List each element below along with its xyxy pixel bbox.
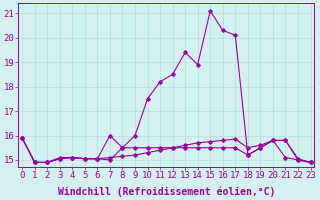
X-axis label: Windchill (Refroidissement éolien,°C): Windchill (Refroidissement éolien,°C) bbox=[58, 186, 275, 197]
